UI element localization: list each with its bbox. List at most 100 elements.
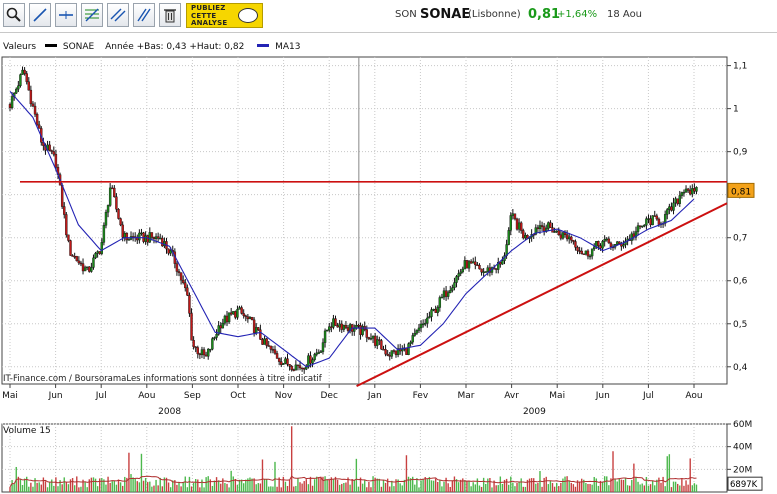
candle-body bbox=[517, 222, 521, 230]
draw-line-button[interactable] bbox=[29, 3, 51, 27]
candle-body bbox=[438, 297, 442, 308]
candle-body bbox=[501, 260, 504, 265]
candle-body bbox=[296, 364, 300, 367]
publish-analysis-button[interactable]: PUBLIEZ CETTE ANALYSE bbox=[186, 3, 263, 28]
y-tick-label: 0,7 bbox=[733, 234, 747, 244]
candle-body bbox=[634, 231, 638, 238]
candle-body bbox=[194, 346, 197, 349]
y-tick-label: 0,9 bbox=[733, 148, 748, 158]
candle-body bbox=[622, 244, 625, 247]
candle-body bbox=[69, 240, 72, 256]
zoom-button[interactable] bbox=[3, 3, 25, 27]
candle-body bbox=[65, 214, 68, 236]
candle-body bbox=[240, 307, 243, 314]
stock-chart[interactable]: 0,40,50,60,70,80,911,1MaiJunJulAouSepOct… bbox=[0, 35, 777, 494]
candle-body bbox=[417, 327, 421, 331]
candle-body bbox=[367, 337, 371, 340]
delete-button[interactable] bbox=[159, 3, 181, 27]
ticker-date: 18 Aou bbox=[607, 9, 643, 20]
candle-body bbox=[106, 205, 110, 213]
candle-body bbox=[261, 339, 264, 345]
candle-body bbox=[424, 322, 427, 325]
candle-body bbox=[536, 227, 540, 230]
last-price-tag bbox=[727, 182, 755, 198]
candle-body bbox=[98, 251, 101, 254]
candle-body bbox=[582, 253, 585, 255]
candle-body bbox=[453, 282, 456, 288]
candle-body bbox=[515, 218, 519, 230]
candle-body bbox=[576, 247, 579, 251]
candle-body bbox=[689, 190, 692, 195]
candle-body bbox=[227, 312, 231, 323]
candle-body bbox=[513, 213, 517, 220]
candle-body bbox=[609, 242, 613, 247]
candle-body bbox=[300, 367, 304, 370]
candle-body bbox=[645, 218, 648, 226]
data-credit: IT-Finance.com / BoursoramaLes informati… bbox=[3, 374, 322, 384]
support-trendline bbox=[356, 202, 728, 388]
candle-body bbox=[190, 313, 193, 341]
candle-body bbox=[570, 236, 573, 241]
candle-body bbox=[111, 187, 114, 190]
ticker-prefix: SON bbox=[395, 9, 417, 20]
candle-body bbox=[317, 352, 321, 354]
candle-body bbox=[563, 232, 567, 235]
legend-ma-name: MA13 bbox=[275, 42, 301, 52]
candle-body bbox=[411, 335, 414, 343]
candle-body bbox=[590, 248, 594, 257]
candle-body bbox=[578, 250, 581, 252]
candle-body bbox=[649, 218, 652, 226]
candle-body bbox=[60, 184, 64, 207]
ticker-change: +1,64% bbox=[557, 9, 598, 20]
candle-body bbox=[357, 324, 360, 327]
candle-body bbox=[217, 325, 220, 335]
candle-body bbox=[672, 202, 675, 211]
candle-body bbox=[83, 267, 87, 272]
trash-icon bbox=[164, 9, 176, 23]
candle-body bbox=[8, 104, 12, 108]
x-tick-label: Jun bbox=[595, 391, 610, 401]
chart-legend: Valeurs SONAE Année +Bas: 0,43 +Haut: 0,… bbox=[3, 42, 300, 52]
candle-body bbox=[104, 211, 108, 226]
candle-body bbox=[207, 348, 210, 357]
candle-body bbox=[150, 232, 154, 238]
candle-body bbox=[311, 359, 314, 364]
candle-body bbox=[152, 237, 156, 239]
y-tick-label: 1 bbox=[733, 105, 739, 115]
horizontal-line-button[interactable] bbox=[55, 3, 77, 27]
candle-body bbox=[267, 345, 270, 347]
candle-body bbox=[250, 316, 254, 321]
candle-body bbox=[388, 355, 391, 357]
parallel-lines-icon bbox=[137, 8, 151, 22]
x-tick-label: Fev bbox=[413, 391, 429, 401]
candle-body bbox=[618, 241, 621, 244]
candle-body bbox=[280, 361, 283, 365]
legend-values-label: Valeurs bbox=[3, 42, 37, 52]
candle-body bbox=[234, 311, 237, 318]
x-tick-label: Dec bbox=[320, 391, 337, 401]
candle-body bbox=[31, 103, 35, 107]
candle-body bbox=[102, 224, 106, 243]
candle-body bbox=[478, 265, 481, 270]
candle-body bbox=[421, 323, 425, 326]
channel-button[interactable] bbox=[107, 3, 129, 27]
candle-body bbox=[15, 88, 18, 94]
candle-body bbox=[390, 350, 394, 357]
candle-body bbox=[33, 105, 37, 115]
price-panel-frame bbox=[1, 56, 728, 385]
parallel-button[interactable] bbox=[133, 3, 155, 27]
candle-body bbox=[686, 188, 690, 191]
candle-body bbox=[19, 74, 22, 86]
candle-body bbox=[653, 215, 656, 217]
candle-body bbox=[263, 338, 266, 345]
candle-body bbox=[196, 347, 199, 355]
candle-body bbox=[215, 334, 218, 338]
candle-body bbox=[167, 248, 170, 254]
candle-body bbox=[467, 261, 471, 269]
fibonacci-button[interactable] bbox=[81, 3, 103, 27]
candle-body bbox=[588, 255, 592, 258]
candle-body bbox=[211, 338, 214, 350]
candle-body bbox=[179, 272, 183, 281]
candle-body bbox=[286, 358, 289, 365]
candle-body bbox=[384, 349, 387, 355]
